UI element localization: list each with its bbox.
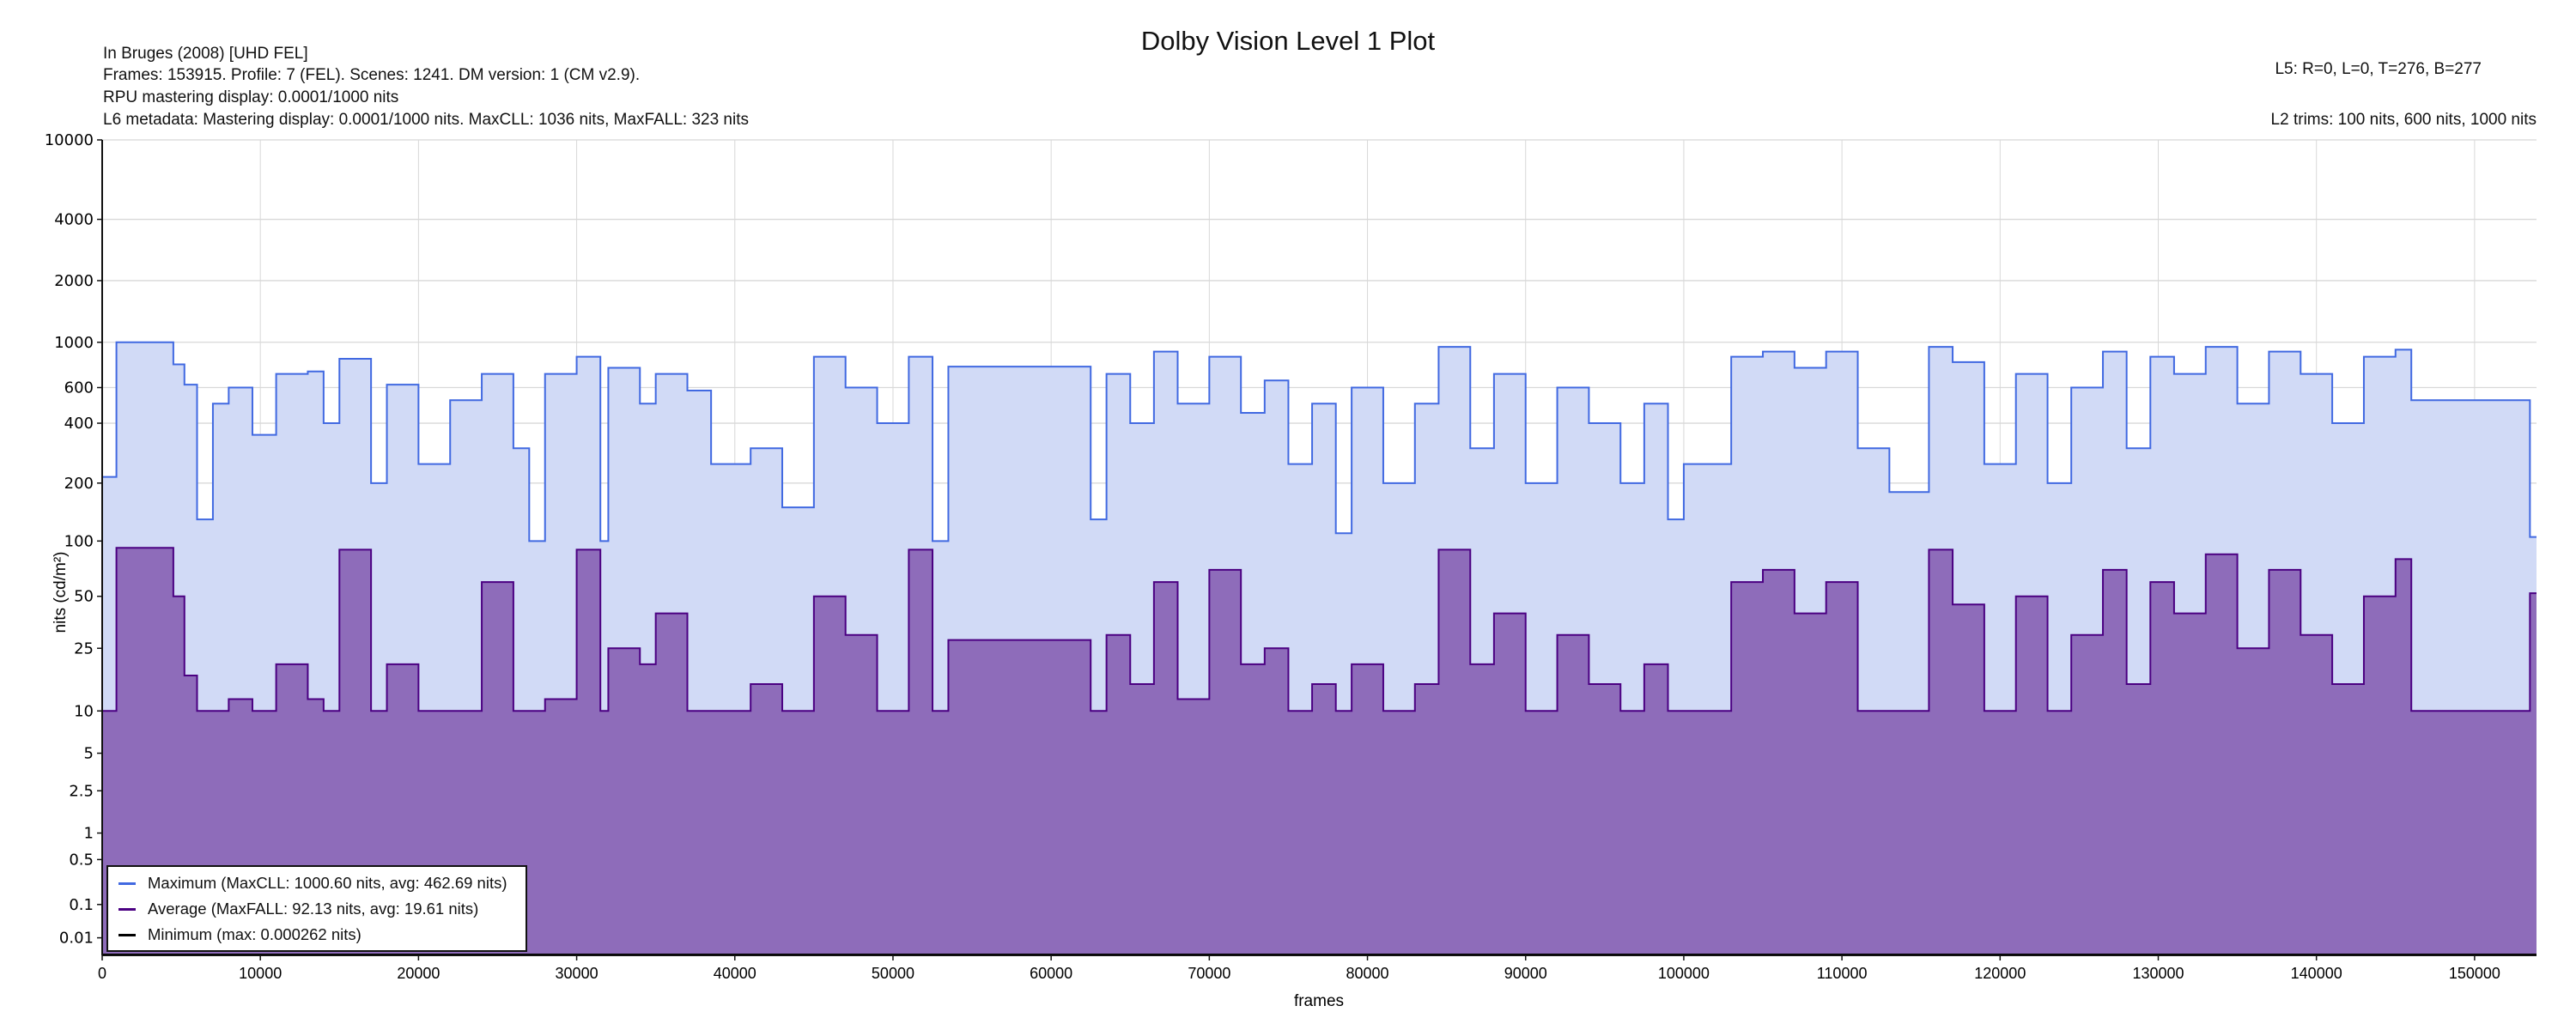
l5-info: L5: R=0, L=0, T=276, B=277 bbox=[2275, 60, 2482, 78]
axes bbox=[97, 139, 2537, 960]
l6-info: L6 metadata: Mastering display: 0.0001/1… bbox=[103, 111, 749, 129]
y-axis-label: nits (cd/m²) bbox=[52, 552, 70, 633]
legend-swatch-max bbox=[118, 882, 136, 885]
x-tick-label: 60000 bbox=[1030, 965, 1072, 982]
legend-label-avg: Average (MaxFALL: 92.13 nits, avg: 19.61… bbox=[148, 900, 479, 918]
avg-series-line bbox=[102, 547, 2537, 712]
rpu-info: RPU mastering display: 0.0001/1000 nits bbox=[103, 88, 399, 106]
l2-info: L2 trims: 100 nits, 600 nits, 1000 nits bbox=[2270, 111, 2537, 129]
y-tick-label: 25 bbox=[74, 639, 94, 657]
x-tick-label: 120000 bbox=[1974, 965, 2026, 982]
x-axis-label: frames bbox=[1294, 992, 1344, 1010]
y-tick-label: 2000 bbox=[54, 272, 94, 290]
y-tick-label: 0.1 bbox=[69, 896, 94, 914]
legend-swatch-avg bbox=[118, 907, 136, 911]
y-tick-label: 1000 bbox=[54, 334, 94, 352]
x-tick-label: 150000 bbox=[2449, 965, 2500, 982]
y-tick-label: 4000 bbox=[54, 211, 94, 229]
legend: Maximum (MaxCLL: 1000.60 nits, avg: 462.… bbox=[106, 865, 527, 952]
x-tick-label: 30000 bbox=[556, 965, 598, 982]
y-tick-label: 400 bbox=[64, 415, 94, 433]
movie-title: In Bruges (2008) [UHD FEL] bbox=[103, 45, 308, 63]
y-tick-label: 5 bbox=[84, 745, 94, 763]
legend-item-avg: Average (MaxFALL: 92.13 nits, avg: 19.61… bbox=[118, 900, 478, 918]
x-tick-label: 0 bbox=[98, 965, 106, 982]
y-tick-label: 1 bbox=[84, 825, 94, 843]
x-tick-label: 40000 bbox=[714, 965, 756, 982]
legend-item-max: Maximum (MaxCLL: 1000.60 nits, avg: 462.… bbox=[118, 874, 507, 893]
y-tick-label: 600 bbox=[64, 379, 94, 397]
x-tick-label: 140000 bbox=[2291, 965, 2342, 982]
y-tick-label: 0.5 bbox=[69, 851, 94, 869]
legend-label-min: Minimum (max: 0.000262 nits) bbox=[148, 925, 361, 943]
y-tick-label: 50 bbox=[74, 588, 94, 606]
x-tick-label: 70000 bbox=[1188, 965, 1230, 982]
x-tick-label: 20000 bbox=[397, 965, 440, 982]
x-tick-label: 50000 bbox=[872, 965, 914, 982]
frames-info: Frames: 153915. Profile: 7 (FEL). Scenes… bbox=[103, 66, 641, 84]
avg-series-fill bbox=[102, 548, 2537, 955]
max-series-line bbox=[102, 341, 2537, 542]
x-tick-label: 110000 bbox=[1817, 965, 1868, 982]
chart-title: Dolby Vision Level 1 Plot bbox=[1140, 26, 1436, 56]
x-tick-label: 100000 bbox=[1658, 965, 1710, 982]
x-tick-label: 80000 bbox=[1346, 965, 1389, 982]
legend-item-min: Minimum (max: 0.000262 nits) bbox=[118, 925, 361, 944]
legend-swatch-min bbox=[118, 933, 136, 936]
x-tick-label: 10000 bbox=[239, 965, 282, 982]
y-tick-label: 100 bbox=[64, 532, 94, 550]
legend-label-max: Maximum (MaxCLL: 1000.60 nits, avg: 462.… bbox=[148, 874, 507, 892]
x-tick-label: 90000 bbox=[1504, 965, 1547, 982]
y-tick-label: 10 bbox=[74, 702, 94, 720]
y-tick-label: 2.5 bbox=[69, 782, 94, 800]
tick-labels: 0 10000 20000 30000 40000 50000 60000 70000 8000… bbox=[45, 131, 2500, 982]
y-tick-label: 10000 bbox=[45, 131, 94, 149]
y-tick-label: 0.01 bbox=[59, 930, 94, 948]
x-tick-label: 130000 bbox=[2132, 965, 2184, 982]
y-tick-label: 200 bbox=[64, 475, 94, 493]
